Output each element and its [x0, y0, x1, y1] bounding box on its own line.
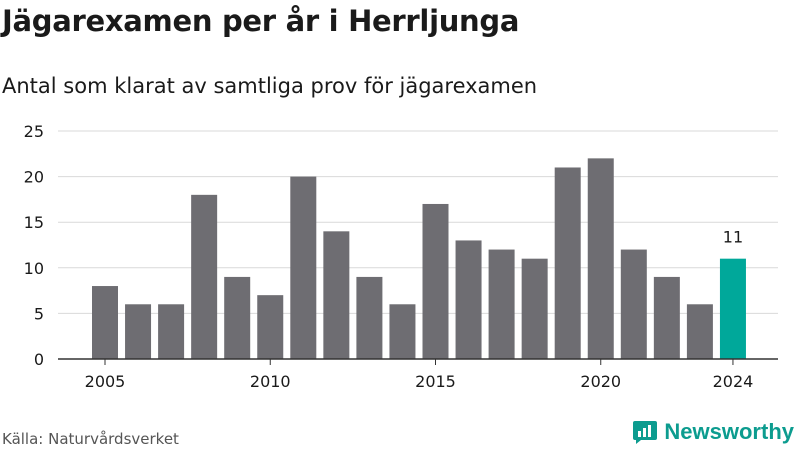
x-tick-label: 2020 — [580, 372, 621, 391]
newsworthy-logo-icon — [633, 421, 658, 444]
bar-highlight — [719, 258, 746, 359]
y-tick-label: 10 — [24, 259, 44, 278]
bars — [92, 158, 746, 359]
bar — [686, 304, 713, 359]
bar — [323, 231, 350, 359]
x-tick-label: 2024 — [713, 372, 754, 391]
source-note: Källa: Naturvårdsverket — [2, 430, 179, 448]
bar — [356, 276, 383, 359]
bar — [554, 167, 581, 359]
chart-title: Jägarexamen per år i Herrljunga — [2, 4, 520, 38]
data-labels: 11 — [723, 228, 743, 247]
bar — [455, 240, 482, 359]
brand-logo: Newsworthy — [632, 419, 794, 445]
bar — [191, 194, 218, 359]
bar — [290, 176, 317, 359]
x-axis-ticks: 2005 2010 2015 2020 2024 — [85, 359, 754, 391]
y-tick-label: 5 — [34, 304, 44, 323]
bar — [92, 286, 118, 359]
chart-subtitle: Antal som klarat av samtliga prov för jä… — [2, 74, 538, 98]
bar — [488, 249, 515, 359]
bar — [422, 203, 449, 359]
y-tick-label: 15 — [24, 213, 44, 232]
bar — [620, 249, 647, 359]
bar — [257, 295, 284, 359]
bar — [125, 304, 152, 359]
bar — [521, 258, 548, 359]
y-tick-label: 20 — [24, 168, 44, 187]
bar-chart: 0 5 10 15 20 25 2005 2010 2015 2020 2024 11 — [24, 122, 778, 391]
bar — [653, 276, 680, 359]
bar — [224, 276, 251, 359]
bar — [587, 158, 614, 359]
x-tick-label: 2005 — [85, 372, 126, 391]
y-tick-label: 25 — [24, 122, 44, 141]
highlight-value-label: 11 — [723, 228, 743, 247]
x-tick-label: 2010 — [250, 372, 291, 391]
y-tick-label: 0 — [34, 350, 44, 369]
y-axis-ticks: 0 5 10 15 20 25 — [24, 122, 44, 369]
x-tick-label: 2015 — [415, 372, 456, 391]
brand-name: Newsworthy — [664, 419, 794, 444]
bar — [389, 304, 416, 359]
bar — [158, 304, 185, 359]
